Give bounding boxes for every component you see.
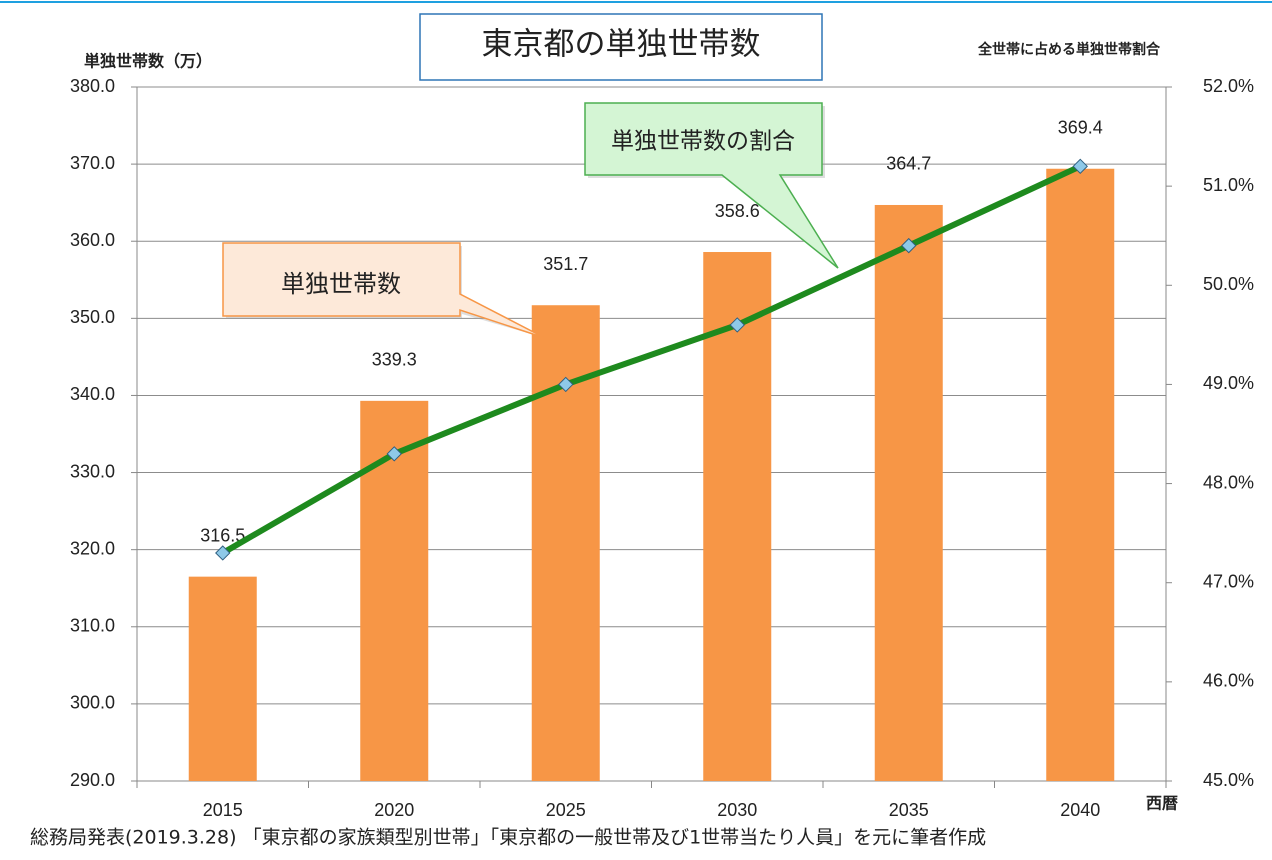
- data-label: 358.6: [715, 201, 760, 221]
- y2-tick-label: 48.0%: [1203, 472, 1254, 492]
- y-tick-label: 350.0: [70, 307, 115, 327]
- line: [221, 163, 1082, 556]
- data-label: 316.5: [200, 525, 245, 545]
- bar-callout-text: 単独世帯数: [281, 270, 401, 298]
- x-tick-label: 2035: [889, 800, 929, 820]
- y2-tick-label: 47.0%: [1203, 571, 1254, 591]
- y2-tick-label: 50.0%: [1203, 274, 1254, 294]
- plot: 290.0 300.0 310.0 320.0 330.0 340.0 350.0 360.0…: [70, 76, 1254, 820]
- line-callout: 単独世帯数の割合: [584, 102, 839, 269]
- y2-tick-label: 45.0%: [1203, 770, 1254, 790]
- x-tick-label: 2025: [546, 800, 586, 820]
- data-label: 364.7: [886, 154, 931, 174]
- y-tick-label: 380.0: [70, 76, 115, 96]
- x-tick-label: 2030: [717, 800, 757, 820]
- y2-tick-label: 46.0%: [1203, 671, 1254, 691]
- bar: [703, 252, 772, 782]
- marker: [558, 376, 574, 393]
- bar: [874, 204, 943, 782]
- marker: [729, 317, 745, 333]
- y-tick-label: 330.0: [70, 461, 115, 481]
- x-tick-label: 2015: [203, 800, 243, 820]
- bar: [1046, 168, 1115, 781]
- y2-tick-label: 51.0%: [1203, 175, 1254, 195]
- source-note: 総務局発表(2019.3.28) 「東京都の家族類型別世帯」「東京都の一般世帯及…: [30, 827, 986, 849]
- marker: [901, 237, 917, 254]
- x-axis-label: 西暦: [1146, 794, 1178, 813]
- marker: [1072, 158, 1088, 175]
- y-tick-label: 290.0: [70, 770, 115, 790]
- bar: [188, 576, 257, 781]
- chart-title: 東京都の単独世帯数: [482, 27, 761, 63]
- title-box: [419, 13, 823, 81]
- y2-axis-label: 全世帯に占める単独世帯割合: [977, 41, 1161, 58]
- data-label: 339.3: [372, 350, 417, 370]
- y-tick-label: 320.0: [70, 538, 115, 558]
- x-tick-label: 2040: [1060, 800, 1100, 820]
- y-tick-label: 340.0: [70, 384, 115, 404]
- y-tick-label: 370.0: [70, 153, 115, 173]
- marker: [215, 545, 231, 561]
- marker: [386, 446, 402, 462]
- y-tick-label: 360.0: [70, 230, 115, 250]
- y2-tick-label: 49.0%: [1203, 373, 1254, 393]
- y-tick-label: 300.0: [70, 693, 115, 713]
- line-callout-text: 単独世帯数の割合: [611, 129, 795, 155]
- data-label: 351.7: [543, 254, 588, 274]
- bar-callout: 単独世帯数: [222, 242, 546, 339]
- y2-tick-label: 52.0%: [1203, 76, 1254, 96]
- y-tick-label: 310.0: [70, 616, 115, 636]
- data-label: 369.4: [1058, 117, 1103, 137]
- y-axis-label: 単独世帯数（万）: [84, 52, 212, 71]
- x-tick-label: 2020: [374, 800, 414, 820]
